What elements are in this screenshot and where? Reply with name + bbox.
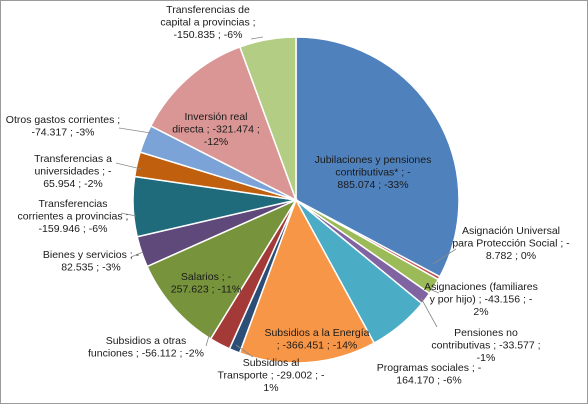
data-label-line: -150.835 ; -6% [174, 29, 243, 41]
data-label-line: -74.317 ; -3% [31, 127, 94, 139]
data-label-line: Pensiones no [454, 327, 518, 339]
data-label-bienes-y-servicios: Bienes y servicios ; -82.535 ; -3% [43, 249, 140, 274]
data-label-line: 257.623 ; -11% [171, 284, 241, 296]
data-label-line: corrientes a provincias ; [18, 211, 129, 223]
data-label-line: Inversión real [184, 111, 247, 123]
data-label-line: para Protección Social ; - [452, 238, 570, 250]
data-label-line: Subsidios a la Energía [264, 327, 369, 339]
leader-line-subsidios-al-transporte [235, 344, 254, 358]
data-label-line: Subsidios a otras [106, 335, 187, 347]
data-label-line: 1% [263, 382, 278, 394]
data-label-line: Transferencias [38, 198, 107, 210]
data-label-line: Transporte ; -29.002 ; - [218, 370, 325, 382]
data-label-line: 885.074 ; -33% [337, 179, 408, 191]
leader-line-asignaciones-familiares-y-por-hijo [428, 288, 440, 294]
leader-line-asignacion-universal-para-proteccion-social [432, 248, 457, 265]
data-label-subsidios-a-la-energia: Subsidios a la Energía; -366.451 ; -14% [264, 327, 369, 352]
data-label-subsidios-al-transporte: Subsidios al Transporte ; -29.002 ; -1% [218, 357, 325, 394]
data-label-transferencias-a-universidades: Transferencias a universidades ; -65.954 … [34, 153, 112, 190]
data-label-line: Transferencias de [166, 4, 250, 16]
data-label-line: 164.170 ; -6% [396, 375, 461, 387]
data-label-line: Transferencias a [34, 153, 112, 165]
data-label-asignaciones-familiares-y-por-hijo: Asignaciones (familiares y por hijo) ; -4… [424, 281, 538, 318]
data-label-line: funciones ; -56.112 ; -2% [88, 348, 204, 360]
data-label-transferencias-de-capital-a-provincias: Transferencias de capital a provincias ; -… [160, 4, 255, 41]
data-label-line: 65.954 ; -2% [43, 178, 103, 190]
data-label-line: -1% [477, 352, 496, 364]
data-label-line: 2% [473, 306, 488, 318]
data-label-salarios: Salarios ; -257.623 ; -11% [171, 271, 241, 296]
pie-slice-transferencias-de-capital-a-provincias [238, 36, 297, 201]
data-label-line: Programas sociales ; - [377, 362, 482, 374]
pie-slice-salarios [146, 198, 298, 340]
data-label-line: 82.535 ; -3% [61, 262, 121, 274]
pie-slice-jubilaciones-y-pensiones-contributivas [295, 36, 460, 278]
data-label-pensiones-no-contributivas: Pensiones no contributivas ; -33.577 ; -1% [431, 327, 540, 364]
pie-slice-subsidios-a-la-energia [238, 198, 376, 364]
data-label-line: Salarios ; - [181, 271, 232, 283]
data-label-line: y por hijo) ; -43.156 ; - [430, 294, 533, 306]
data-label-otros-gastos-corrientes: Otros gastos corrientes ; -74.317 ; -3% [6, 114, 120, 139]
data-label-line: Asignaciones (familiares [424, 281, 538, 293]
data-label-line: -159.946 ; -6% [39, 223, 108, 235]
data-label-line: Asignación Universal [462, 225, 560, 237]
leader-line-subsidios-a-otras-funciones [205, 328, 212, 347]
data-label-inversion-real-directa: Inversión real directa ; -321.474 ; -12% [172, 111, 260, 148]
data-label-line: contributivas* ; - [335, 167, 411, 179]
data-label-line: Subsidios al [243, 357, 300, 369]
data-label-line: ; -366.451 ; -14% [277, 340, 358, 352]
leader-line-pensiones-no-contributivas [420, 297, 438, 328]
data-label-line: 8.782 ; 0% [486, 250, 536, 262]
data-label-line: Jubilaciones y pensiones [315, 154, 432, 166]
leader-line-bienes-y-servicios [130, 251, 144, 258]
data-label-line: Bienes y servicios ; - [43, 249, 140, 261]
data-label-subsidios-a-otras-funciones: Subsidios a otras funciones ; -56.112 ; -… [88, 335, 204, 360]
pie-slice-inversion-real-directa [149, 45, 298, 202]
leader-line-otros-gastos-corrientes [118, 127, 152, 134]
data-label-line: contributivas ; -33.577 ; [431, 340, 540, 352]
leader-line-transferencias-corrientes-a-provincias [120, 212, 137, 217]
data-label-programas-sociales: Programas sociales ; -164.170 ; -6% [377, 362, 482, 387]
data-label-line: capital a provincias ; [160, 17, 255, 29]
leader-line-transferencias-a-universidades [115, 162, 142, 170]
data-label-line: directa ; -321.474 ; [172, 124, 260, 136]
data-label-jubilaciones-y-pensiones-contributivas: Jubilaciones y pensiones contributivas* ;… [315, 154, 432, 191]
data-label-line: Otros gastos corrientes ; [6, 114, 120, 126]
data-label-asignacion-universal-para-proteccion-social: Asignación Universal para Protección Soci… [452, 225, 570, 262]
data-label-line: universidades ; - [34, 166, 112, 178]
data-label-transferencias-corrientes-a-provincias: Transferencias corrientes a provincias ; -… [18, 198, 129, 235]
data-label-line: -12% [204, 136, 229, 148]
leader-line-transferencias-de-capital-a-provincias [250, 36, 264, 40]
